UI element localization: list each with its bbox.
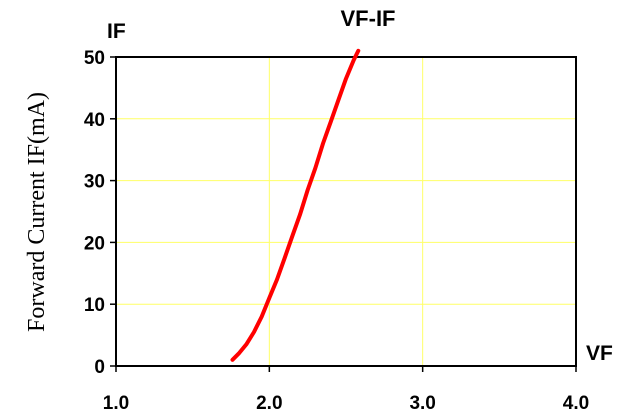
- series-point: [336, 98, 340, 102]
- y-tick-label: 50: [84, 48, 105, 69]
- series-layer: [230, 48, 361, 362]
- x-tick-label: 4.0: [563, 393, 589, 414]
- series-point: [321, 141, 325, 146]
- x-axis-ticks: 1.0 2.0 3.0 4.0: [103, 366, 589, 414]
- series-point: [275, 277, 279, 282]
- series-point: [306, 188, 310, 192]
- x-tick-label: 2.0: [256, 393, 282, 414]
- plot-background: [116, 57, 576, 366]
- y-tick-label: 40: [84, 110, 105, 131]
- y-tick-label: 0: [94, 357, 105, 378]
- series-line: [230, 48, 361, 362]
- series-point: [237, 352, 241, 356]
- y-tick-label: 10: [84, 295, 105, 316]
- x-tick-label: 1.0: [103, 393, 129, 414]
- series-point: [230, 358, 235, 362]
- y-axis-ticks: 0 10 20 30 40 50: [84, 48, 116, 378]
- y-tick-label: 20: [84, 233, 105, 254]
- y-axis-label: Forward Current IF(mA): [24, 92, 50, 332]
- grid-lines: [116, 57, 576, 366]
- y-tick-label: 30: [84, 172, 105, 193]
- chart-title: VF-IF: [341, 6, 396, 31]
- x-axis-name: VF: [586, 342, 613, 365]
- y-axis-name: IF: [107, 20, 126, 43]
- series-point: [344, 77, 348, 81]
- series-point: [352, 58, 356, 62]
- series-point: [313, 166, 317, 170]
- series-point: [244, 342, 248, 346]
- plot-frame: [115, 56, 577, 367]
- series-point: [267, 296, 271, 300]
- x-tick-label: 3.0: [409, 393, 435, 414]
- series-point: [252, 330, 256, 334]
- series-point: [298, 212, 302, 217]
- series-point: [329, 120, 333, 124]
- series-point: [283, 256, 287, 260]
- series-point: [260, 314, 264, 319]
- series-point: [356, 49, 360, 53]
- series-point: [290, 234, 294, 238]
